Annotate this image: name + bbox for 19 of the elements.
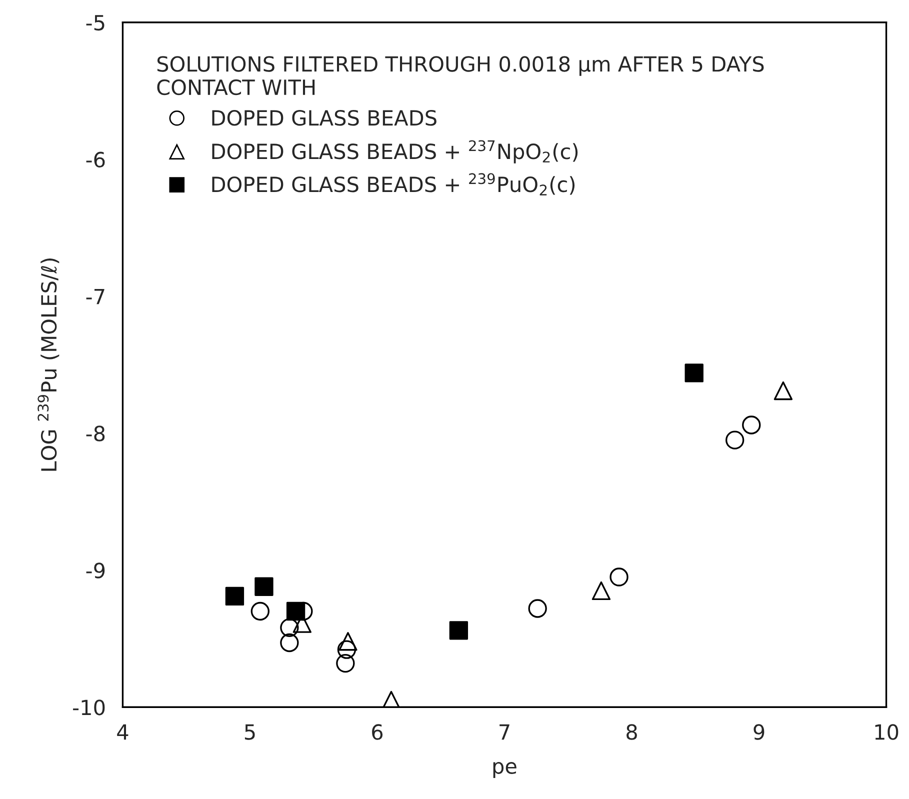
x-tick-label: 10 bbox=[875, 724, 898, 740]
x-tick-label: 9 bbox=[754, 724, 764, 740]
x-axis-title: pe bbox=[493, 762, 516, 778]
legend-label: DOPED GLASS BEADS bbox=[212, 110, 436, 126]
y-tick-label: -9 bbox=[86, 562, 105, 578]
x-tick-label: 6 bbox=[372, 724, 383, 740]
legend-label: DOPED GLASS BEADS + $^{239}$PuO$_{2}$(c) bbox=[212, 173, 575, 196]
legend-label: DOPED GLASS BEADS + $^{237}$NpO$_{2}$(c) bbox=[212, 140, 578, 164]
x-tick-label: 7 bbox=[500, 724, 510, 740]
y-tick-label: -8 bbox=[86, 426, 105, 442]
y-tick-label: -6 bbox=[86, 152, 105, 168]
x-tick-label: 4 bbox=[117, 724, 128, 740]
legend-title: SOLUTIONS FILTERED THROUGH 0.0018 µm AFTER 5 DAYS CONTACT WITH bbox=[157, 56, 764, 96]
y-tick-label: -7 bbox=[86, 288, 104, 304]
x-tick-label: 8 bbox=[626, 724, 637, 740]
y-axis-title: LOG $^{239}$Pu (MOLES/ℓ) bbox=[38, 258, 60, 471]
y-tick-label: -10 bbox=[73, 700, 105, 716]
x-tick-label: 5 bbox=[244, 724, 255, 740]
y-tick-label: -5 bbox=[86, 15, 104, 31]
